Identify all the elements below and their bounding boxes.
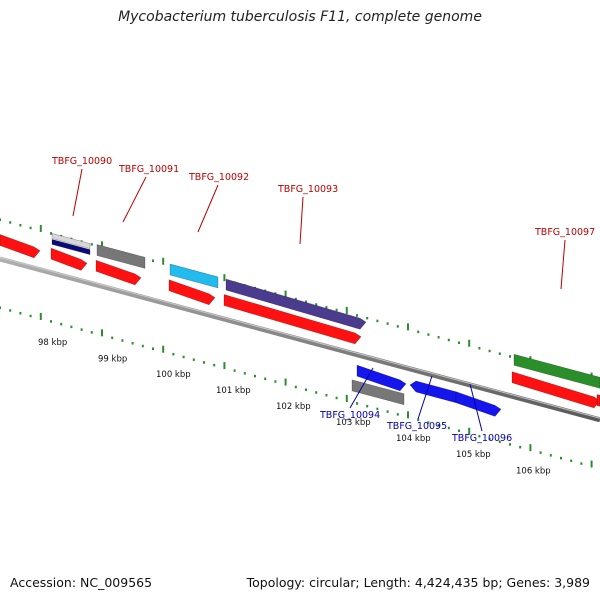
ticks-bottom-track bbox=[0, 306, 593, 468]
leader-tbfg_10090 bbox=[72, 168, 83, 217]
gene-labels: TBFG_10090 TBFG_10091 TBFG_10092 TBFG_10093… bbox=[51, 156, 595, 444]
cds-arrow-forward bbox=[168, 279, 216, 306]
gene-block-tbfg-10090 bbox=[51, 239, 91, 256]
gene-label-tbfg_10097: TBFG_10097 bbox=[534, 227, 595, 238]
map-title: Mycobacterium tuberculosis F11, complete… bbox=[118, 9, 482, 25]
gene-block-tbfg-10096 bbox=[455, 391, 502, 417]
leader-tbfg_10094 bbox=[349, 367, 374, 409]
feature-track bbox=[0, 233, 600, 417]
leader-tbfg_10097 bbox=[560, 239, 566, 290]
gene-block-tbfg-10095 bbox=[409, 380, 457, 404]
gene-block-blue-a bbox=[356, 364, 407, 392]
kbp-label: 100 kbp bbox=[156, 370, 191, 380]
kbp-labels: 98 kbp 99 kbp 100 kbp 101 kbp 102 kbp 103 kbp… bbox=[38, 338, 551, 476]
kbp-label: 98 kbp bbox=[38, 338, 67, 348]
gene-block-tbfg-10093 bbox=[225, 278, 367, 330]
leader-tbfg_10093 bbox=[299, 196, 304, 245]
kbp-label: 101 kbp bbox=[216, 386, 251, 396]
leader-tbfg_10096 bbox=[469, 383, 483, 432]
cds-edge bbox=[596, 394, 600, 407]
kbp-label: 105 kbp bbox=[456, 450, 491, 460]
leader-tbfg_10092 bbox=[197, 184, 219, 233]
gene-label-tbfg_10092: TBFG_10092 bbox=[188, 172, 249, 183]
cds-arrow-forward bbox=[95, 259, 142, 286]
backbone-line bbox=[0, 256, 600, 423]
gene-label-tbfg_10095: TBFG_10095 bbox=[386, 421, 447, 432]
gene-block-tbfg-10094 bbox=[351, 379, 405, 406]
kbp-label: 104 kbp bbox=[396, 434, 431, 444]
gene-block-tbfg-10092 bbox=[169, 263, 219, 289]
backbone-highlight bbox=[0, 257, 600, 419]
gene-label-tbfg_10094: TBFG_10094 bbox=[319, 410, 380, 421]
genome-summary-text: Topology: circular; Length: 4,424,435 bp… bbox=[246, 575, 590, 590]
accession-text: Accession: NC_009565 bbox=[10, 575, 153, 590]
kbp-label: 106 kbp bbox=[516, 466, 551, 476]
ticks-top-track bbox=[0, 218, 593, 380]
leader-tbfg_10091 bbox=[122, 176, 147, 223]
genome-backbone bbox=[0, 256, 600, 423]
gene-label-tbfg_10096: TBFG_10096 bbox=[451, 433, 512, 444]
gene-block-tbfg-10090-upper bbox=[51, 233, 91, 250]
cds-arrow-forward bbox=[0, 234, 41, 259]
gene-label-tbfg_10090: TBFG_10090 bbox=[51, 156, 112, 167]
leader-tbfg_10095 bbox=[417, 375, 433, 420]
label-leaders bbox=[72, 168, 566, 432]
gene-block-tbfg-10091 bbox=[96, 244, 146, 269]
kbp-label: 103 kbp bbox=[336, 418, 371, 428]
gene-label-tbfg_10093: TBFG_10093 bbox=[277, 184, 338, 195]
cds-arrow-forward bbox=[50, 247, 88, 271]
kbp-label: 102 kbp bbox=[276, 402, 311, 412]
kbp-label: 99 kbp bbox=[98, 354, 127, 364]
gene-block-tbfg-10097 bbox=[513, 353, 600, 389]
cds-arrow-forward bbox=[223, 294, 362, 345]
gene-label-tbfg_10091: TBFG_10091 bbox=[118, 164, 179, 175]
